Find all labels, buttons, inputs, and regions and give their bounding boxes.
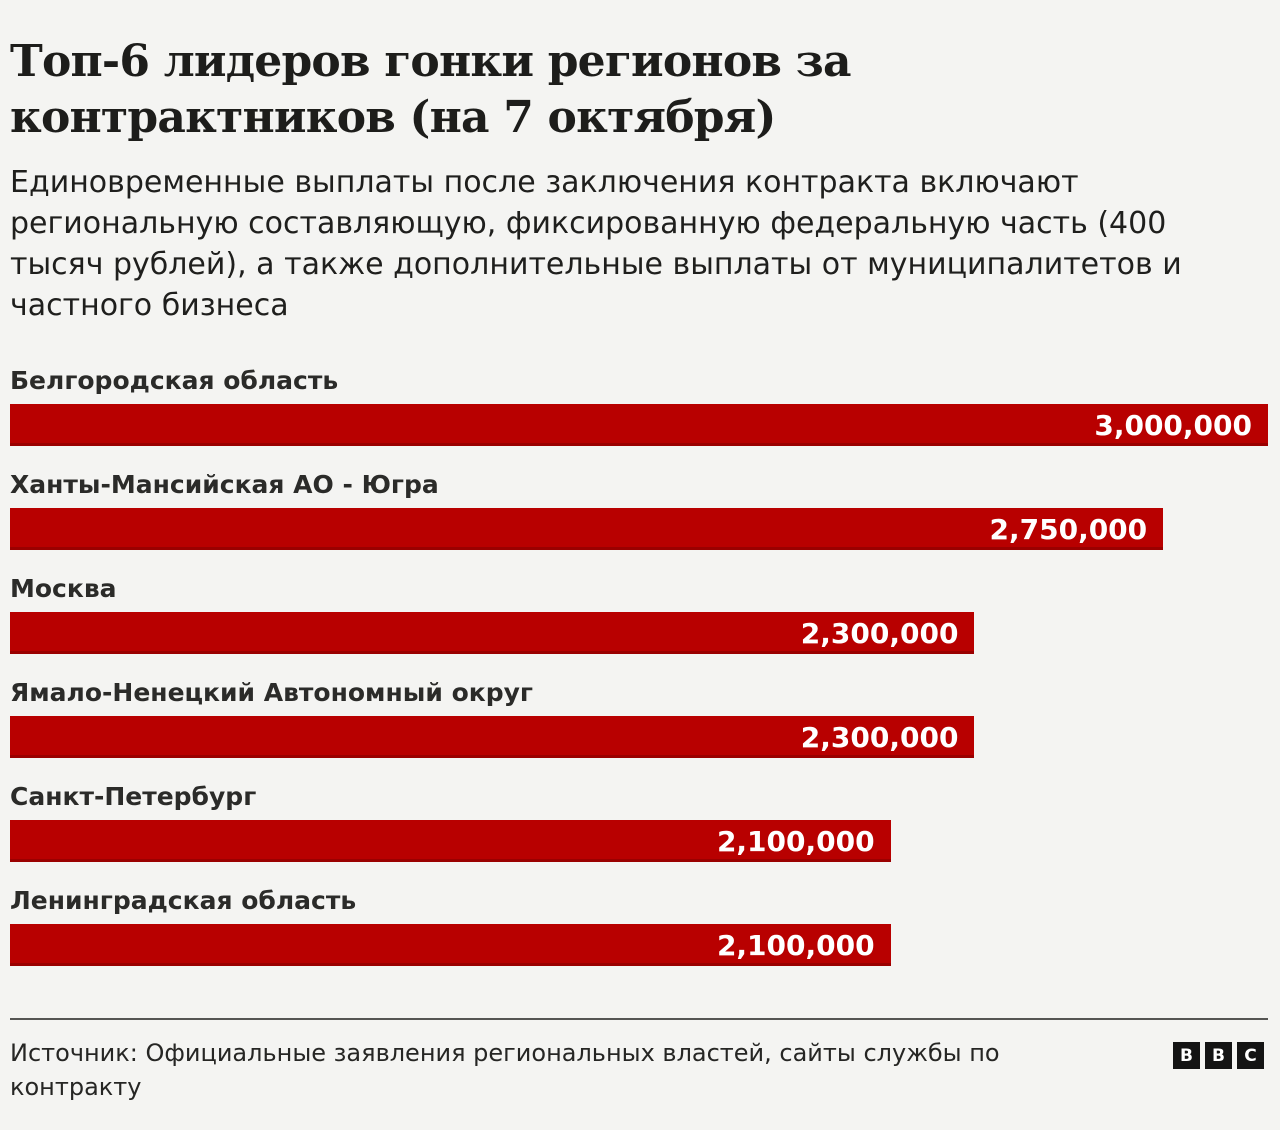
bar-category-label: Ямало-Ненецкий Автономный округ xyxy=(10,678,533,707)
bar: 2,300,000 xyxy=(10,612,975,654)
footer: Источник: Официальные заявления регионал… xyxy=(10,1018,1268,1104)
bar-row: Белгородская область 3,000,000 xyxy=(10,366,1268,446)
bar: 2,100,000 xyxy=(10,924,891,966)
bar-category-label: Ханты-Мансийская АО - Югра xyxy=(10,470,439,499)
bbc-logo-letter-b2: B xyxy=(1205,1042,1232,1069)
bar: 2,750,000 xyxy=(10,508,1164,550)
bar-value-label: 2,300,000 xyxy=(800,616,959,650)
bar-chart: Белгородская область 3,000,000 Ханты-Ман… xyxy=(10,366,1268,966)
bbc-logo-letter-b1: B xyxy=(1173,1042,1200,1069)
bar-value-label: 2,100,000 xyxy=(716,824,875,858)
bar-category-label: Ленинградская область xyxy=(10,886,357,915)
chart-subtitle: Единовременные выплаты после заключения … xyxy=(10,165,1182,323)
bar-value-label: 2,750,000 xyxy=(989,512,1148,546)
bar-category-label: Белгородская область xyxy=(10,366,339,395)
bar: 2,300,000 xyxy=(10,716,975,758)
bar-row: Москва 2,300,000 xyxy=(10,574,1268,654)
chart-title: Топ-6 лидеров гонки регионов за контракт… xyxy=(10,36,851,143)
bar: 2,100,000 xyxy=(10,820,891,862)
bar-value-label: 2,300,000 xyxy=(800,720,959,754)
bar-value-label: 3,000,000 xyxy=(1094,408,1252,442)
bar-row: Ленинградская область 2,100,000 xyxy=(10,886,1268,966)
footer-separator xyxy=(10,1018,1268,1020)
bar-category-label: Москва xyxy=(10,574,117,603)
bbc-logo: B B C xyxy=(1173,1042,1264,1069)
bar-row: Ямало-Ненецкий Автономный округ 2,300,00… xyxy=(10,678,1268,758)
bbc-logo-letter-c: C xyxy=(1237,1042,1264,1069)
bar-value-label: 2,100,000 xyxy=(716,928,875,962)
source-text: Источник: Официальные заявления регионал… xyxy=(10,1039,1000,1101)
bar-category-label: Санкт-Петербург xyxy=(10,782,257,811)
bar-row: Ханты-Мансийская АО - Югра 2,750,000 xyxy=(10,470,1268,550)
bar: 3,000,000 xyxy=(10,404,1268,446)
bar-row: Санкт-Петербург 2,100,000 xyxy=(10,782,1268,862)
